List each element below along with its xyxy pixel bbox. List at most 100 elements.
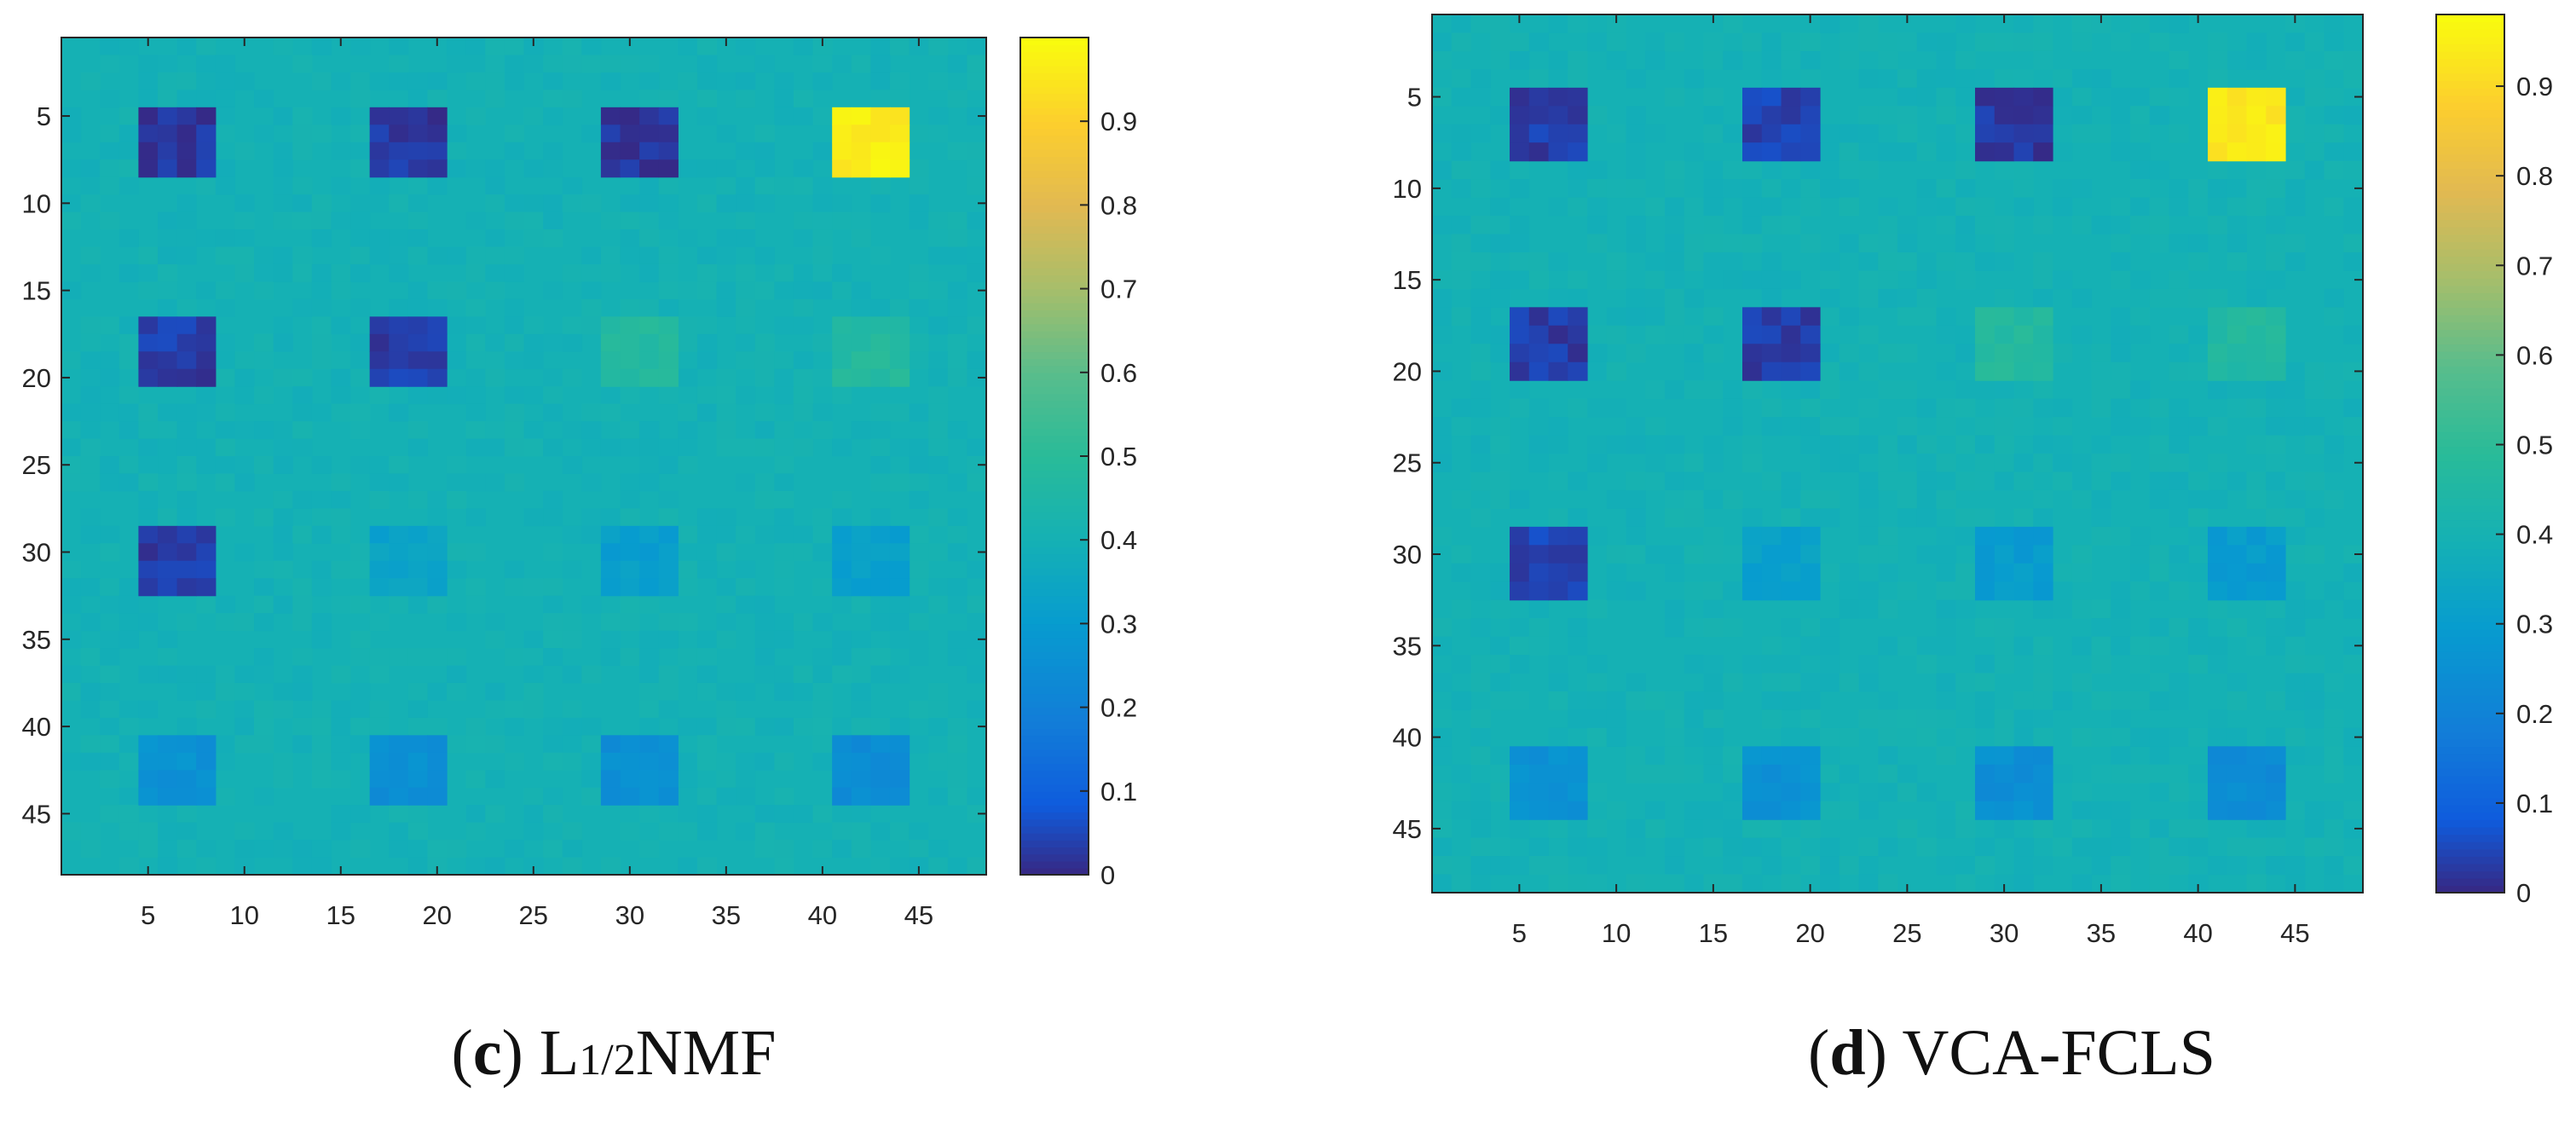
heatmap-cell <box>350 421 371 440</box>
heatmap-cell <box>1490 454 1510 472</box>
heatmap-cell <box>447 543 467 562</box>
heatmap-cell <box>2266 380 2286 400</box>
heatmap-cell <box>1645 124 1666 143</box>
heatmap-cell <box>1703 673 1724 692</box>
heatmap-block-cell <box>1975 325 1996 344</box>
heatmap-cell <box>504 142 524 160</box>
heatmap-cell <box>465 351 486 370</box>
heatmap-cell <box>1684 252 1704 271</box>
heatmap-cell <box>292 368 313 387</box>
colorbar-segment <box>1020 463 1089 471</box>
heatmap-cell <box>331 735 351 754</box>
heatmap-block-cell <box>870 578 891 597</box>
heatmap-block-cell <box>620 351 640 370</box>
heatmap-cell <box>447 490 467 509</box>
heatmap-cell <box>678 560 698 579</box>
heatmap-cell <box>2208 636 2228 656</box>
heatmap-cell <box>1703 270 1724 290</box>
heatmap-block-cell <box>2246 325 2267 344</box>
heatmap-cell <box>2071 471 2092 491</box>
heatmap-cell <box>1839 727 1859 747</box>
heatmap-cell <box>1955 673 1976 692</box>
heatmap-cell <box>1606 252 1626 271</box>
heatmap-cell <box>1703 106 1724 125</box>
heatmap-cell <box>1955 856 1976 876</box>
heatmap-cell <box>793 682 814 701</box>
heatmap-cell <box>273 368 293 387</box>
heatmap-cell <box>138 263 159 282</box>
heatmap-cell <box>1742 179 1763 199</box>
heatmap-cell <box>812 508 833 527</box>
heatmap-block-cell <box>1568 764 1588 784</box>
heatmap-cell <box>1490 489 1510 509</box>
heatmap-cell <box>2111 801 2131 820</box>
heatmap-block-cell <box>407 124 429 143</box>
heatmap-cell <box>716 246 736 265</box>
heatmap-block-cell <box>2033 106 2053 125</box>
heatmap-cell <box>1800 856 1821 876</box>
heatmap-cell <box>2208 380 2228 400</box>
heatmap-cell <box>1606 32 1626 52</box>
heatmap-cell <box>947 525 967 544</box>
heatmap-cell <box>100 543 120 562</box>
heatmap-cell <box>2324 874 2344 893</box>
heatmap-cell <box>716 159 736 178</box>
heatmap-cell <box>389 263 409 282</box>
heatmap-block-cell <box>620 107 640 125</box>
heatmap-cell <box>1470 179 1491 199</box>
heatmap-block-cell <box>2266 526 2286 546</box>
heatmap-cell <box>389 840 409 859</box>
heatmap-cell <box>61 194 82 213</box>
heatmap-block-cell <box>1568 142 1588 162</box>
heatmap-cell <box>1490 32 1510 52</box>
heatmap-cell <box>1839 563 1859 582</box>
heatmap-cell <box>2169 764 2189 784</box>
heatmap-cell <box>1470 783 1491 802</box>
heatmap-cell <box>2285 856 2306 876</box>
heatmap-cell <box>523 38 544 55</box>
heatmap-cell <box>234 682 255 701</box>
heatmap-cell <box>1510 398 1530 418</box>
heatmap-cell <box>1936 325 1956 344</box>
heatmap-cell <box>2033 14 2053 33</box>
heatmap-cell <box>1723 398 1743 418</box>
heatmap-cell <box>1723 581 1743 601</box>
heatmap-cell <box>2149 234 2169 253</box>
heatmap-cell <box>1451 234 1471 253</box>
heatmap-cell <box>1781 691 1801 710</box>
heatmap-block-cell <box>176 525 197 544</box>
heatmap-cell <box>1451 142 1471 162</box>
colorbar-segment <box>2436 307 2504 315</box>
heatmap-cell <box>2343 856 2364 876</box>
heatmap-cell <box>389 194 409 213</box>
heatmap-cell <box>851 55 871 73</box>
heatmap-cell <box>1626 471 1646 491</box>
heatmap-cell <box>2227 618 2247 638</box>
heatmap-cell <box>1994 216 2014 234</box>
heatmap-cell <box>967 351 987 370</box>
heatmap-cell <box>909 595 929 614</box>
heatmap-cell <box>1897 252 1918 271</box>
heatmap-cell <box>2149 106 2169 125</box>
heatmap-cell <box>465 508 486 527</box>
heatmap-cell <box>1761 69 1782 89</box>
heatmap-cell <box>1626 179 1646 199</box>
heatmap-cell <box>465 770 486 789</box>
heatmap-cell <box>100 525 120 544</box>
heatmap-cell <box>947 735 967 754</box>
heatmap-block-cell <box>639 368 660 387</box>
colorbar-segment <box>2436 826 2504 836</box>
colorbar-segment <box>2436 321 2504 330</box>
heatmap-cell <box>754 333 775 352</box>
heatmap-cell <box>1878 599 1898 619</box>
heatmap-cell <box>292 403 313 422</box>
heatmap-cell <box>2227 197 2247 217</box>
heatmap-cell <box>2033 252 2053 271</box>
heatmap-cell <box>1510 270 1530 290</box>
heatmap-cell <box>2266 599 2286 619</box>
heatmap-cell <box>774 805 794 824</box>
heatmap-block-cell <box>1975 87 1996 107</box>
heatmap-cell <box>678 857 698 876</box>
heatmap-cell <box>2304 124 2325 143</box>
heatmap-cell <box>1781 380 1801 400</box>
